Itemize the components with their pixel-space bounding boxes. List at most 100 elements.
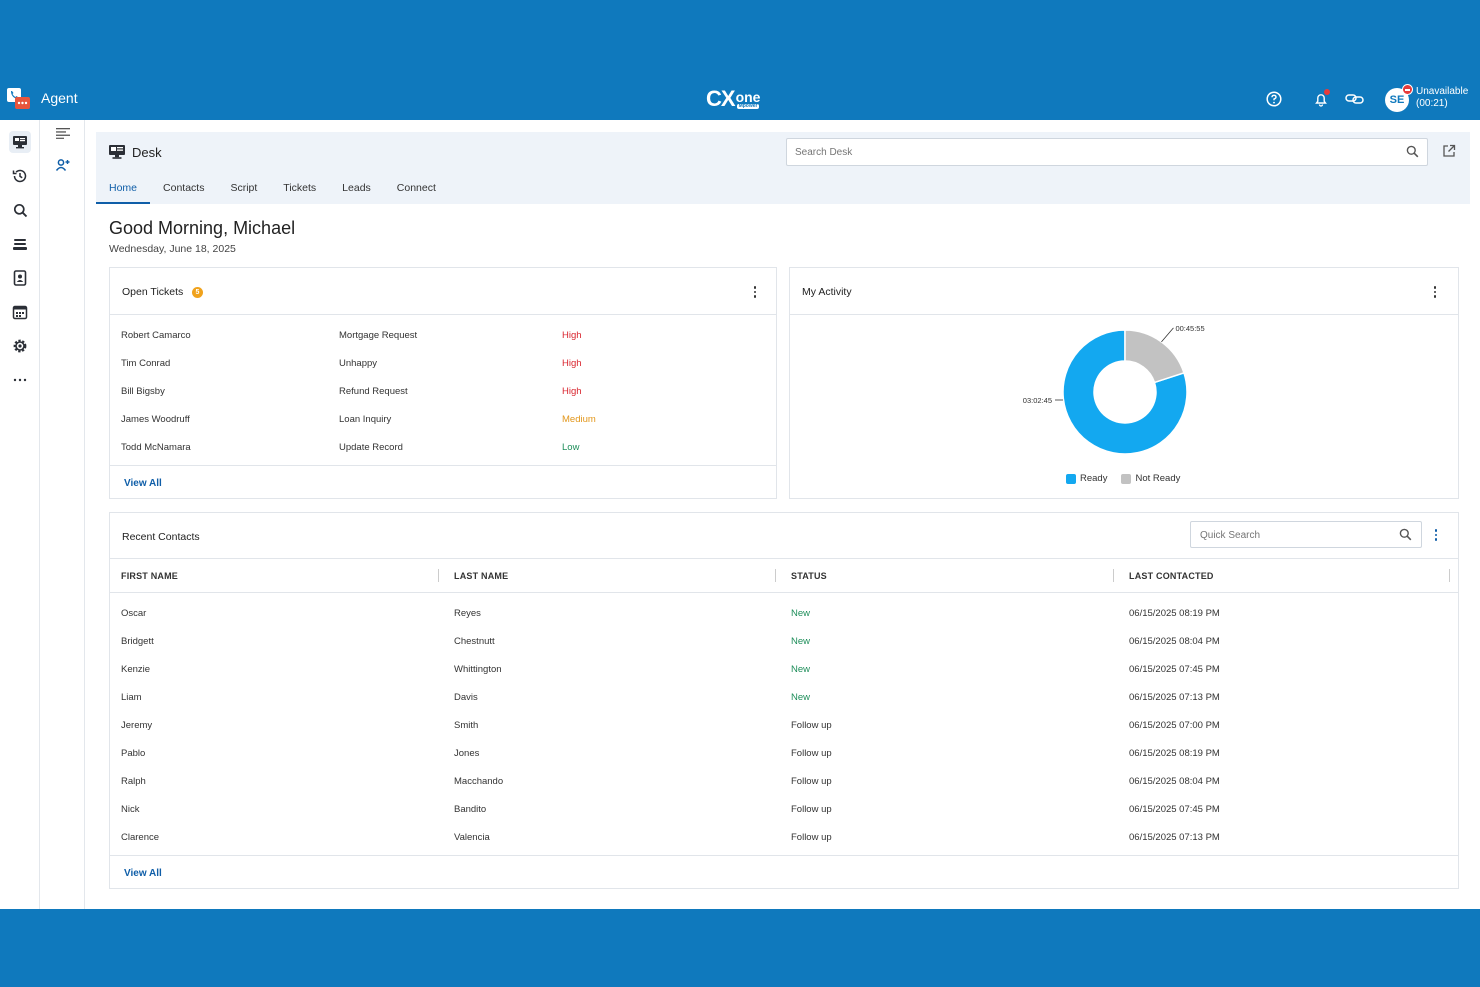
help-icon[interactable] — [1263, 88, 1285, 110]
table-row[interactable]: Oscar Reyes New 06/15/2025 08:19 PM — [110, 599, 1458, 627]
app-title: Agent — [41, 90, 78, 106]
link-icon[interactable] — [1344, 88, 1366, 110]
tab-leads[interactable]: Leads — [342, 182, 371, 194]
column-resize-handle[interactable] — [438, 569, 439, 582]
column-resize-handle[interactable] — [1449, 569, 1450, 582]
legend-swatch-ready — [1066, 473, 1076, 484]
column-header-status[interactable]: STATUS — [791, 571, 827, 581]
ticket-subject: Loan Inquiry — [339, 414, 392, 425]
bell-icon[interactable] — [1310, 88, 1332, 110]
ticket-priority: High — [562, 386, 582, 397]
cell-last-contacted: 06/15/2025 07:13 PM — [1129, 832, 1220, 843]
ticket-row[interactable]: Robert Camarco Mortgage Request High — [110, 321, 770, 349]
donut-slice-not-ready[interactable] — [1124, 329, 1185, 384]
table-row[interactable]: Pablo Jones Follow up 06/15/2025 08:19 P… — [110, 739, 1458, 767]
column-header-last-contacted[interactable]: LAST CONTACTED — [1129, 571, 1214, 581]
tab-tickets[interactable]: Tickets — [283, 182, 317, 194]
cell-first-name: Bridgett — [121, 636, 154, 647]
cell-first-name: Jeremy — [121, 720, 153, 731]
cell-status: New — [791, 692, 811, 703]
tickets-view-all-link[interactable]: View All — [124, 478, 162, 489]
legend-label-ready: Ready — [1080, 473, 1108, 484]
column-resize-handle[interactable] — [775, 569, 776, 582]
search-icon[interactable] — [1399, 528, 1412, 546]
brand-cx-text: CX — [706, 86, 736, 111]
queue-icon[interactable] — [9, 233, 31, 255]
search-icon[interactable] — [1406, 145, 1419, 163]
cell-first-name: Liam — [121, 692, 142, 703]
cell-last-contacted: 06/15/2025 08:19 PM — [1129, 608, 1220, 619]
ticket-priority: High — [562, 358, 582, 369]
contacts-view-all-link[interactable]: View All — [124, 868, 162, 879]
open-tickets-count: 5 — [192, 287, 203, 298]
more-options-icon[interactable] — [9, 369, 31, 391]
main-nav-rail — [0, 120, 40, 909]
open-tickets-menu-icon[interactable] — [749, 285, 761, 299]
table-row[interactable]: Clarence Valencia Follow up 06/15/2025 0… — [110, 823, 1458, 851]
ticket-row[interactable]: Tim Conrad Unhappy High — [110, 349, 770, 377]
donut-slice-ready[interactable] — [1062, 329, 1188, 455]
greeting-heading: Good Morning, Michael — [109, 218, 296, 238]
cxone-logo: CX one Mpower — [706, 85, 760, 113]
table-row[interactable]: Ralph Macchando Follow up 06/15/2025 08:… — [110, 767, 1458, 795]
greeting-date: Wednesday, June 18, 2025 — [109, 243, 236, 255]
calendar-icon[interactable] — [9, 301, 31, 323]
settings-gear-icon[interactable] — [9, 335, 31, 357]
cell-last-contacted: 06/15/2025 07:13 PM — [1129, 692, 1220, 703]
list-menu-icon[interactable] — [52, 122, 74, 144]
ticket-priority: Low — [562, 442, 580, 453]
user-avatar[interactable]: SE — [1385, 84, 1413, 112]
divider — [110, 558, 1458, 559]
avatar-initials: SE — [1389, 94, 1405, 106]
popout-icon[interactable] — [1442, 144, 1456, 158]
tab-contacts[interactable]: Contacts — [163, 182, 205, 194]
contacts-book-icon[interactable] — [9, 267, 31, 289]
tab-connect[interactable]: Connect — [396, 182, 436, 194]
add-contact-icon[interactable] — [52, 154, 74, 176]
cell-last-name: Macchando — [454, 776, 504, 787]
divider — [110, 855, 1458, 856]
cell-first-name: Oscar — [121, 608, 147, 619]
cell-status: New — [791, 636, 811, 647]
table-row[interactable]: Jeremy Smith Follow up 06/15/2025 07:00 … — [110, 711, 1458, 739]
ticket-name: Todd McNamara — [121, 442, 191, 453]
desk-header: Desk Home Contacts Script Tickets Leads … — [96, 132, 1470, 204]
cell-last-contacted: 06/15/2025 08:04 PM — [1129, 636, 1220, 647]
tab-home[interactable]: Home — [96, 176, 151, 204]
agent-status[interactable]: Unavailable (00:21) — [1416, 86, 1468, 110]
divider — [110, 314, 776, 315]
tab-script[interactable]: Script — [230, 182, 258, 194]
search-nav-icon[interactable] — [9, 199, 31, 221]
cell-last-name: Whittington — [454, 664, 502, 675]
desk-search-input[interactable] — [795, 144, 1385, 160]
ticket-name: Tim Conrad — [121, 358, 171, 369]
ticket-subject: Refund Request — [339, 386, 408, 397]
table-row[interactable]: Kenzie Whittington New 06/15/2025 07:45 … — [110, 655, 1458, 683]
ticket-row[interactable]: Todd McNamara Update Record Low — [110, 433, 770, 461]
cell-status: Follow up — [791, 804, 832, 815]
ticket-row[interactable]: James Woodruff Loan Inquiry Medium — [110, 405, 770, 433]
column-header-last-name[interactable]: LAST NAME — [454, 571, 509, 581]
column-resize-handle[interactable] — [1113, 569, 1114, 582]
quick-search-input[interactable] — [1200, 528, 1390, 542]
unavailable-status-icon — [1402, 84, 1413, 95]
table-row[interactable]: Nick Bandito Follow up 06/15/2025 07:45 … — [110, 795, 1458, 823]
cell-last-contacted: 06/15/2025 08:04 PM — [1129, 776, 1220, 787]
desk-nav-icon[interactable] — [9, 131, 31, 153]
ticket-row[interactable]: Bill Bigsby Refund Request High — [110, 377, 770, 405]
ticket-subject: Unhappy — [339, 358, 378, 369]
activity-donut-chart: 03:02:45 00:45:55 — [1023, 324, 1205, 455]
data-label-ready: 03:02:45 — [1023, 396, 1052, 405]
column-header-first-name[interactable]: FIRST NAME — [121, 571, 178, 581]
table-row[interactable]: Bridgett Chestnutt New 06/15/2025 08:04 … — [110, 627, 1458, 655]
my-activity-card: My Activity 03:02:45 00:45:55 Ready Not R… — [789, 267, 1459, 499]
table-row[interactable]: Liam Davis New 06/15/2025 07:13 PM — [110, 683, 1458, 711]
cell-status: Follow up — [791, 832, 832, 843]
agent-status-timer: (00:21) — [1416, 98, 1448, 109]
desk-workspace: Desk Home Contacts Script Tickets Leads … — [96, 132, 1470, 902]
cell-last-name: Valencia — [454, 832, 490, 843]
history-icon[interactable] — [9, 165, 31, 187]
ticket-priority: High — [562, 330, 582, 341]
contacts-menu-icon[interactable] — [1430, 528, 1442, 542]
activity-menu-icon[interactable] — [1429, 285, 1441, 299]
